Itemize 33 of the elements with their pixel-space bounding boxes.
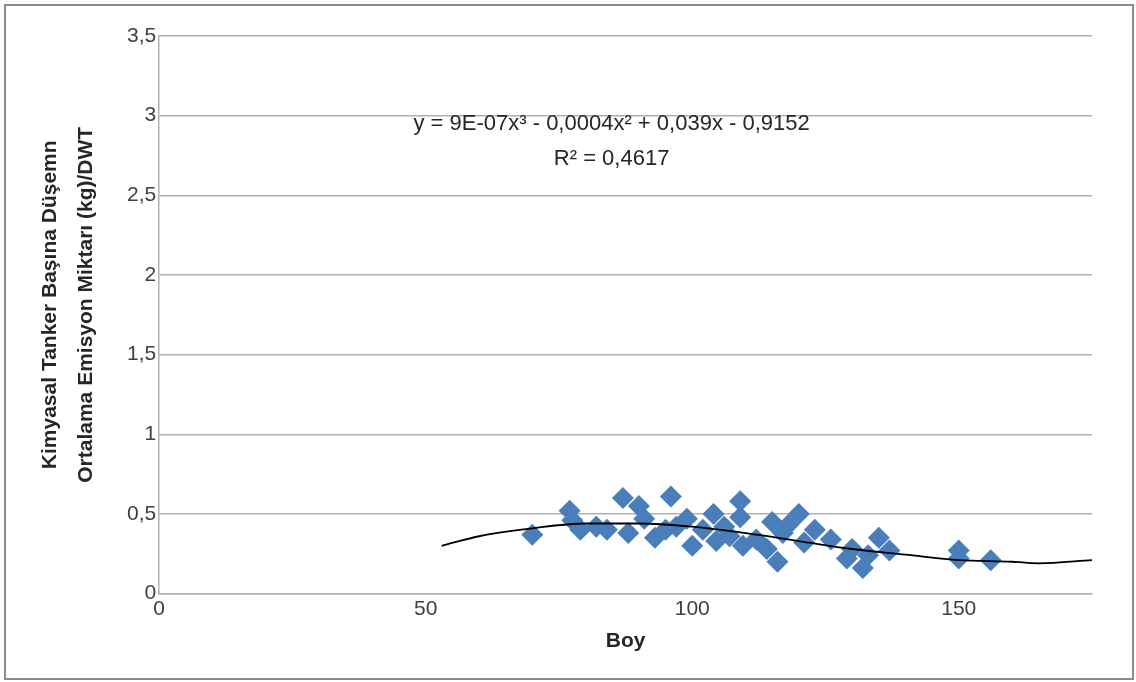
x-tick-label: 100 bbox=[674, 596, 710, 619]
y-tick-label: 1,5 bbox=[126, 341, 157, 365]
point bbox=[521, 523, 544, 546]
point bbox=[867, 526, 890, 549]
point bbox=[729, 506, 752, 529]
point bbox=[611, 487, 634, 510]
y-tick-label: 2 bbox=[144, 261, 157, 285]
point bbox=[761, 510, 784, 533]
point bbox=[755, 537, 778, 560]
point bbox=[633, 507, 656, 530]
point bbox=[787, 502, 810, 525]
x-tick-label: 50 bbox=[414, 596, 438, 619]
annotation: y = 9E-07x³ - 0,0004x² + 0,039x - 0,9152 bbox=[413, 110, 810, 136]
point bbox=[702, 502, 725, 525]
x-tick-label: 150 bbox=[941, 596, 977, 619]
point bbox=[857, 544, 880, 567]
point bbox=[803, 518, 826, 541]
y-tick-label: 3,5 bbox=[126, 22, 157, 46]
x-axis-title: Boy bbox=[605, 628, 646, 652]
point bbox=[617, 522, 640, 545]
point bbox=[659, 485, 682, 508]
point bbox=[731, 534, 754, 557]
y-tick-label: 3 bbox=[144, 102, 157, 126]
annotation: R² = 0,4617 bbox=[553, 145, 670, 171]
y-axis-title: Kimyasal Tanker Başına Düşemn Ortalama Emisyon Miktarı (kg)/DWT bbox=[36, 126, 96, 483]
point bbox=[819, 528, 842, 551]
y-tick-label: 2,5 bbox=[126, 182, 157, 206]
point bbox=[718, 525, 741, 548]
point bbox=[675, 507, 698, 530]
point bbox=[766, 550, 789, 573]
point bbox=[681, 534, 704, 557]
y-tick-label: 0,5 bbox=[126, 500, 157, 524]
y-tick-label: 1 bbox=[144, 421, 157, 445]
